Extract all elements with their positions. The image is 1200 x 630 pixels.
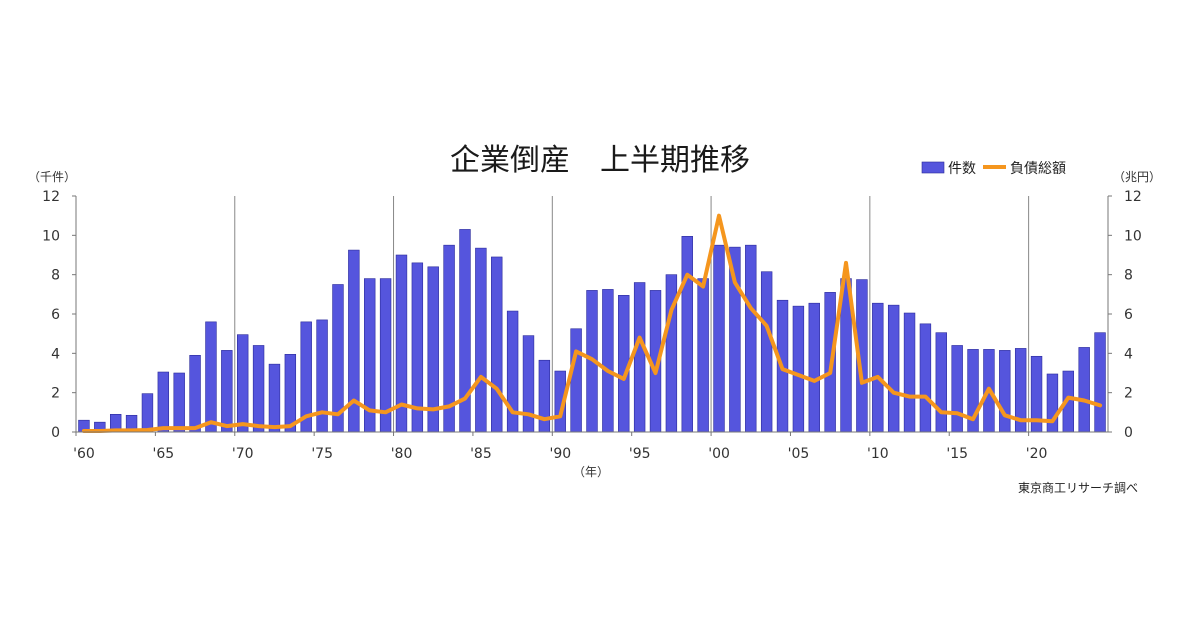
bar-2003 xyxy=(760,271,773,433)
x-tick-label: '60 xyxy=(73,446,95,462)
x-tick-label: '65 xyxy=(153,446,175,462)
line-負債総額 xyxy=(81,213,1103,433)
right-tick-label: 4 xyxy=(1124,346,1133,362)
left-tick-label: 4 xyxy=(51,346,60,362)
bar-2024 xyxy=(1094,332,1106,433)
legend-bar-label: 件数 xyxy=(948,161,976,177)
bar-2013 xyxy=(919,323,932,433)
bar-1972 xyxy=(268,363,281,433)
bar-1966 xyxy=(173,372,185,433)
bar-2018 xyxy=(999,350,1011,433)
right-tick-label: 12 xyxy=(1124,189,1142,205)
chart-title: 企業倒産 上半期推移 xyxy=(450,143,750,178)
x-tick-label: '70 xyxy=(232,446,254,462)
legend-bar-swatch xyxy=(921,161,945,174)
x-tick-label: '15 xyxy=(946,446,968,462)
bar-1969 xyxy=(221,350,233,433)
bar-2023 xyxy=(1078,347,1090,433)
bar-2015 xyxy=(951,345,963,433)
bar-2000 xyxy=(713,244,725,433)
line-series xyxy=(81,213,1103,433)
source-note: 東京商工リサーチ調べ xyxy=(1018,480,1138,495)
left-tick-label: 2 xyxy=(51,386,60,402)
bar-2014 xyxy=(935,332,947,433)
bar-1991 xyxy=(570,328,582,433)
bar-1999 xyxy=(697,278,709,433)
bar-2021 xyxy=(1046,373,1059,433)
x-tick-label: '20 xyxy=(1026,446,1048,462)
x-tick-label: '05 xyxy=(788,446,810,462)
right-tick-label: 0 xyxy=(1124,425,1133,441)
bar-2011 xyxy=(887,304,900,433)
x-tick-label: '75 xyxy=(311,446,333,462)
bar-1985 xyxy=(475,247,487,433)
bar-1970 xyxy=(237,334,249,433)
bar-1986 xyxy=(491,256,503,433)
bar-2012 xyxy=(903,312,916,433)
x-tick-label: '95 xyxy=(629,446,651,462)
bar-1971 xyxy=(252,345,265,433)
bar-1989 xyxy=(538,359,551,433)
right-axis-unit: （兆円） xyxy=(1113,170,1161,184)
right-tick-label: 8 xyxy=(1124,268,1133,284)
left-tick-label: 12 xyxy=(42,189,60,205)
bar-2002 xyxy=(745,244,757,433)
x-tick-label: '00 xyxy=(708,446,730,462)
bar-2005 xyxy=(792,305,805,433)
bar-1973 xyxy=(284,354,297,433)
bar-1993 xyxy=(602,289,614,433)
right-tick-label: 6 xyxy=(1124,307,1133,323)
bar-1968 xyxy=(205,321,217,433)
x-tick-label: '90 xyxy=(549,446,571,462)
left-tick-label: 8 xyxy=(51,268,60,284)
left-tick-label: 6 xyxy=(51,307,60,323)
bar-series xyxy=(78,229,1106,433)
decade-dividers xyxy=(234,196,1030,432)
bar-1964 xyxy=(141,393,154,433)
legend-line-label: 負債総額 xyxy=(1010,161,1066,177)
x-tick-label: '80 xyxy=(391,446,413,462)
left-axis-unit: （千件） xyxy=(28,170,76,184)
bar-1967 xyxy=(189,354,201,433)
right-tick-label: 2 xyxy=(1124,386,1133,402)
left-tick-label: 10 xyxy=(42,228,60,244)
left-tick-label: 0 xyxy=(51,425,60,441)
x-axis-label: （年） xyxy=(573,465,609,479)
x-tick-label: '10 xyxy=(867,446,889,462)
x-tick-label: '85 xyxy=(470,446,492,462)
right-tick-label: 10 xyxy=(1124,228,1142,244)
axes: 0 2 4 6 8 10 12 0 2 4 6 8 10 12 '60 '65 '70 '75 '80 '85 '90 '… xyxy=(42,189,1142,462)
bar-2006 xyxy=(808,302,820,433)
legend: 件数 負債総額 xyxy=(921,161,1066,177)
bar-2010 xyxy=(872,302,884,433)
bar-1995 xyxy=(633,282,646,433)
bar-1965 xyxy=(157,371,170,433)
bar-1998 xyxy=(681,236,693,433)
